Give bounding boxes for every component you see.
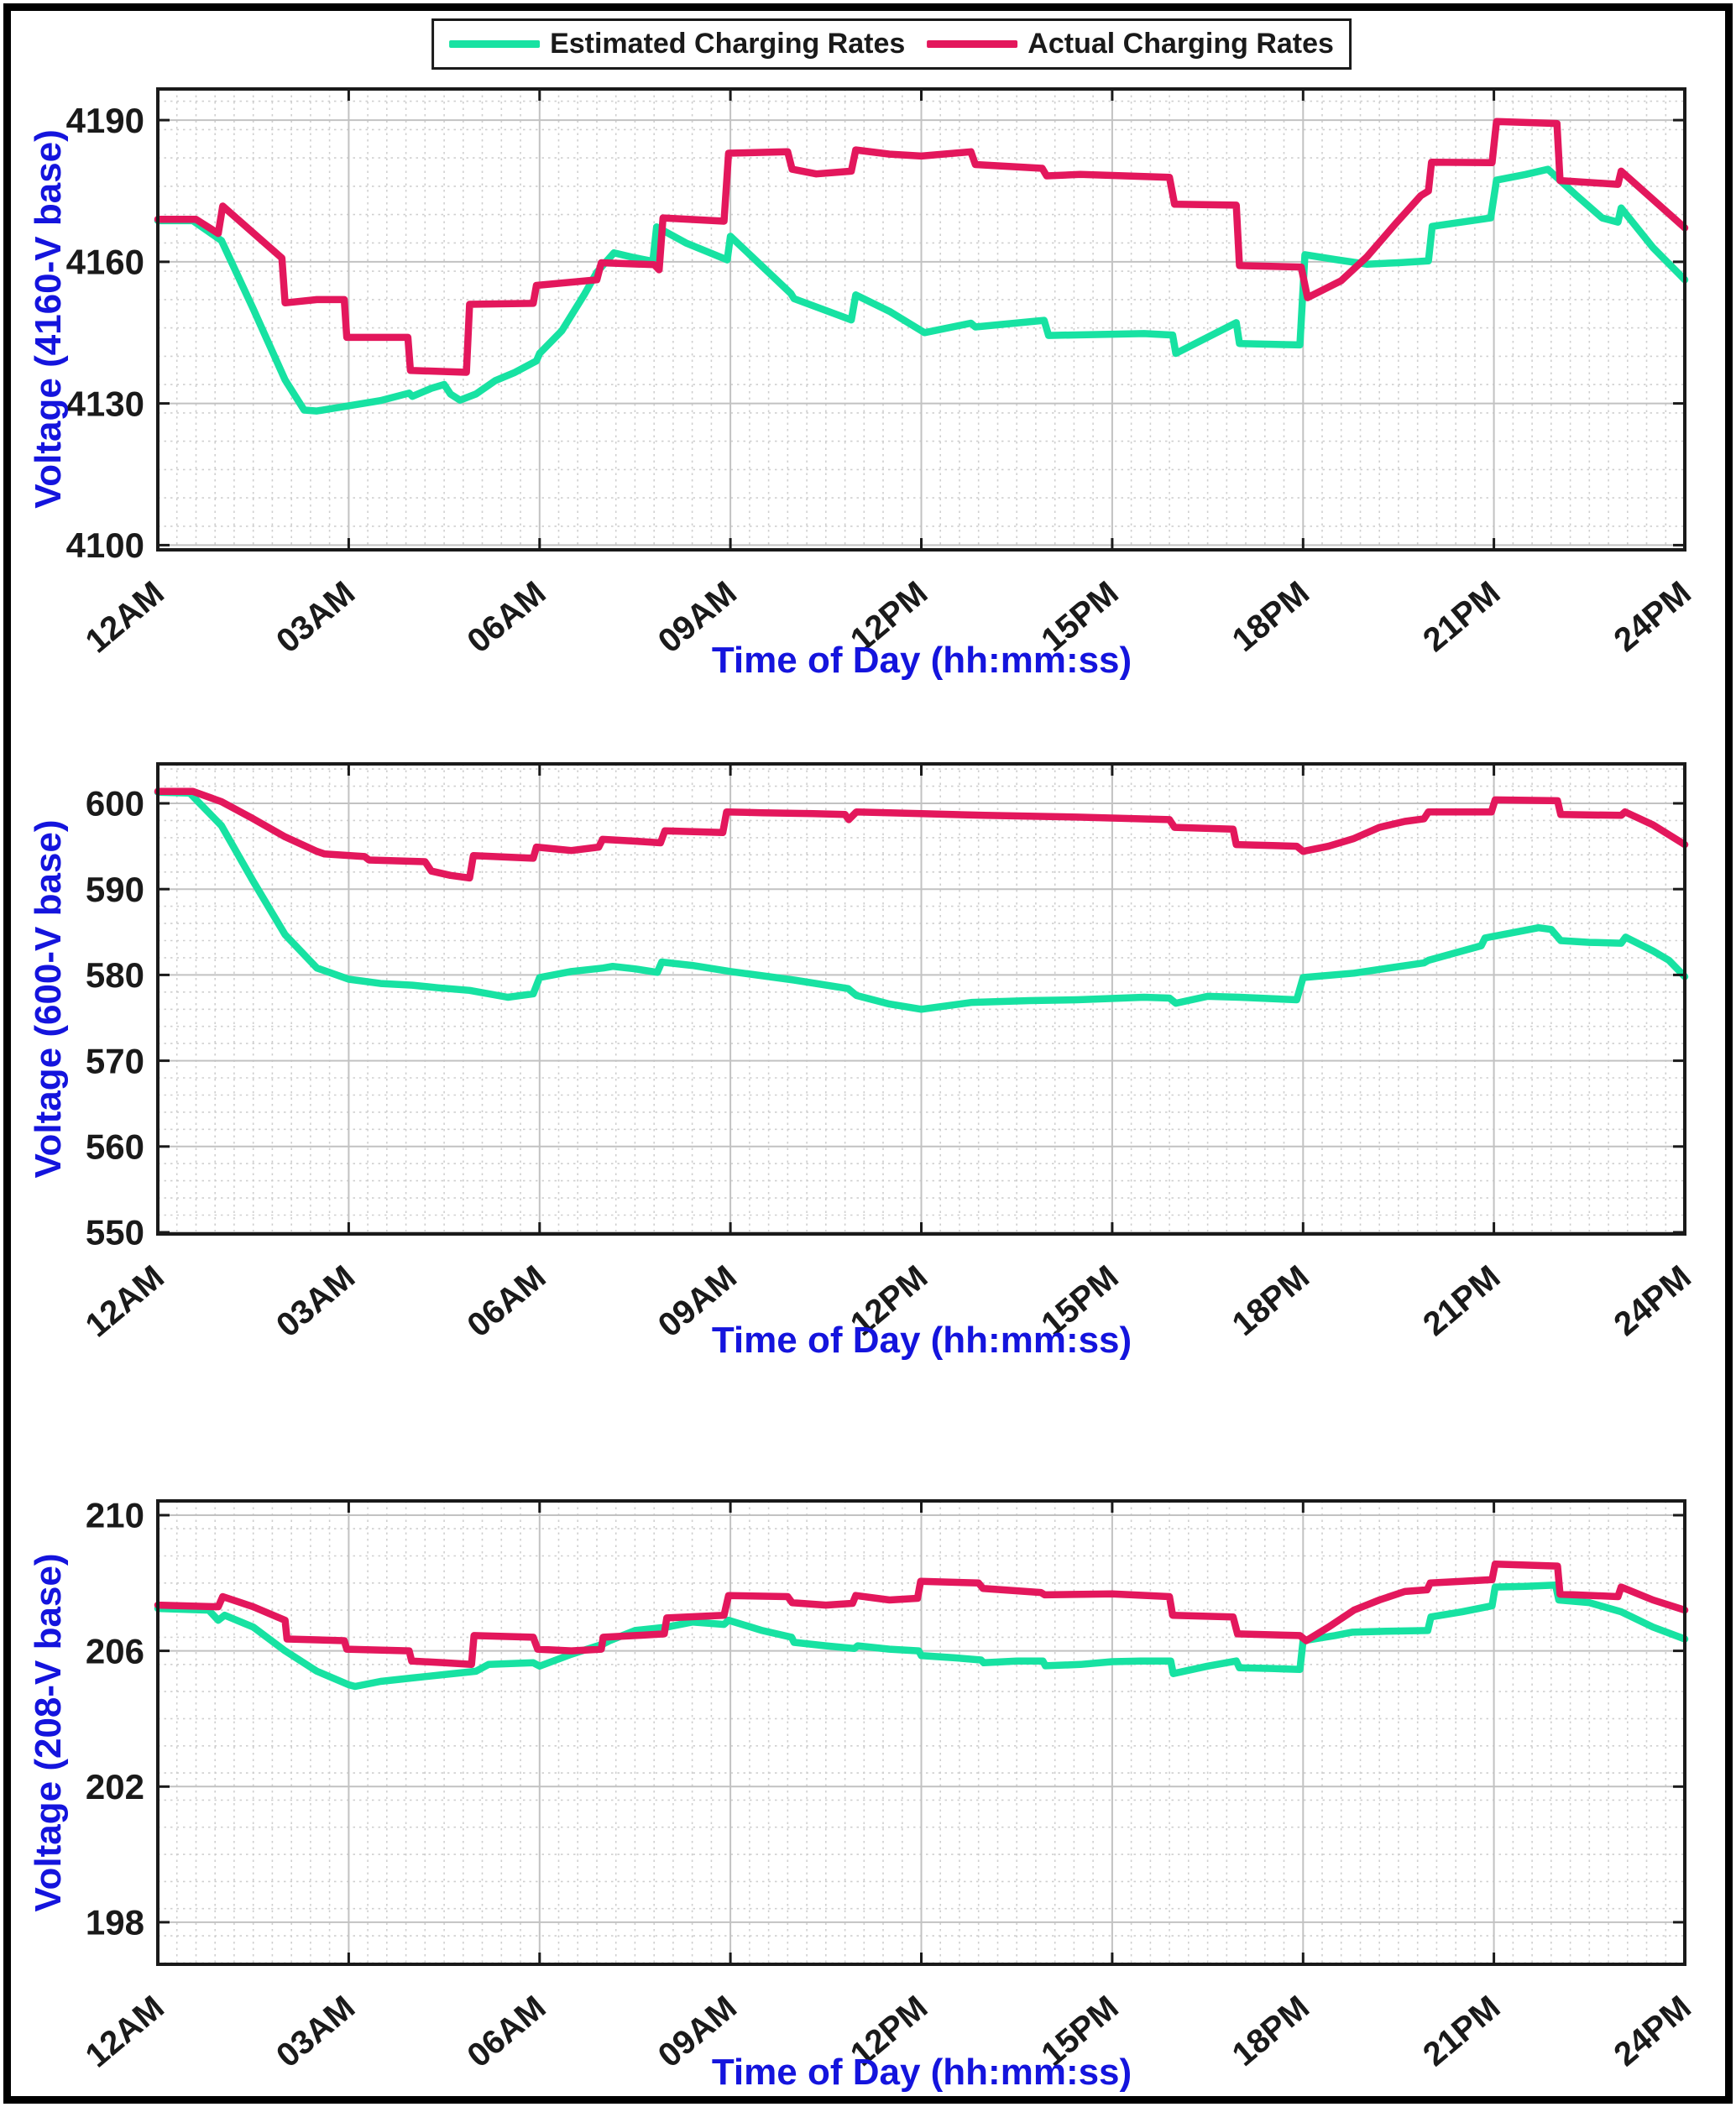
x-tick-label: 18PM	[1226, 1258, 1316, 1343]
x-axis-title-chart1: Time of Day (hh:mm:ss)	[711, 640, 1132, 681]
y-tick-label: 580	[86, 955, 144, 995]
y-axis-title-chart3: Voltage (208-V base)	[28, 1553, 69, 1912]
x-tick-label: 24PM	[1607, 1989, 1697, 2073]
x-axis-title-chart3: Time of Day (hh:mm:ss)	[711, 2052, 1132, 2093]
series-line-actual	[154, 787, 1689, 882]
series-line-actual	[154, 118, 1689, 376]
minor-grid	[158, 1501, 1685, 1964]
x-tick-label: 21PM	[1416, 1258, 1507, 1343]
x-tick-label: 24PM	[1607, 1258, 1697, 1343]
legend-swatch-actual-icon	[927, 40, 1018, 48]
tick-marks	[156, 89, 1686, 550]
series-line-estimated	[154, 788, 1689, 1013]
y-tick-label: 206	[86, 1631, 144, 1670]
series-line-estimated	[154, 165, 1689, 415]
x-tick-label: 18PM	[1226, 574, 1316, 659]
x-tick-label: 03AM	[269, 574, 362, 660]
series-line-estimated	[154, 1581, 1689, 1691]
x-tick-label: 12AM	[79, 1258, 171, 1344]
x-tick-label: 03AM	[269, 1258, 362, 1344]
tick-marks	[156, 764, 1686, 1234]
y-tick-label: 4160	[66, 243, 144, 282]
y-tick-label: 202	[86, 1767, 144, 1806]
x-tick-label: 03AM	[269, 1989, 362, 2074]
x-tick-label: 21PM	[1416, 1989, 1507, 2073]
x-axis-title-chart2: Time of Day (hh:mm:ss)	[711, 1320, 1132, 1361]
series-line-actual	[154, 1560, 1689, 1669]
y-tick-label: 560	[86, 1127, 144, 1166]
y-tick-label: 198	[86, 1903, 144, 1942]
legend-label-actual: Actual Charging Rates	[1027, 28, 1334, 60]
legend: Estimated Charging Rates Actual Charging…	[431, 18, 1352, 70]
x-tick-label: 18PM	[1226, 1989, 1316, 2073]
x-tick-label: 06AM	[461, 574, 553, 660]
y-axis-title-chart2: Voltage (600-V base)	[28, 819, 69, 1179]
x-tick-label: 21PM	[1416, 574, 1507, 659]
x-tick-label: 12AM	[79, 574, 171, 660]
legend-label-estimated: Estimated Charging Rates	[550, 28, 906, 60]
legend-swatch-estimated-icon	[449, 40, 541, 48]
y-tick-label: 600	[86, 784, 144, 823]
legend-item-estimated: Estimated Charging Rates	[449, 28, 905, 60]
x-tick-label: 06AM	[461, 1258, 553, 1344]
tick-marks	[156, 1501, 1686, 1964]
y-axis-title-chart1: Voltage (4160-V base)	[28, 129, 69, 509]
y-tick-label: 210	[86, 1496, 144, 1535]
minor-grid	[158, 89, 1685, 550]
legend-item-actual: Actual Charging Rates	[927, 28, 1334, 60]
y-tick-label: 4130	[66, 384, 144, 423]
y-tick-label: 4100	[66, 525, 144, 565]
y-tick-label: 590	[86, 870, 144, 909]
x-tick-label: 06AM	[461, 1989, 553, 2074]
y-tick-label: 550	[86, 1213, 144, 1252]
x-tick-label: 12AM	[79, 1989, 171, 2074]
x-tick-label: 24PM	[1607, 574, 1697, 659]
y-tick-label: 4190	[66, 101, 144, 140]
y-tick-label: 570	[86, 1041, 144, 1080]
